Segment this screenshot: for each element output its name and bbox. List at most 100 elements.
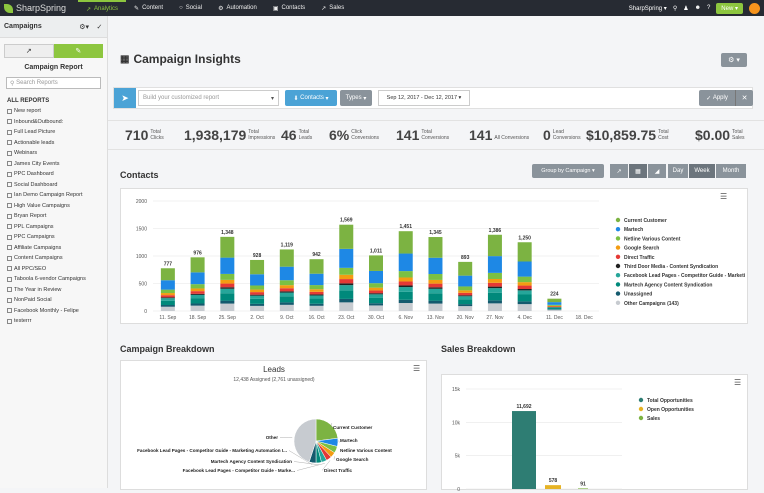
legend-entry[interactable]: Netline Various Content — [624, 236, 681, 242]
bar-segment[interactable] — [399, 254, 413, 272]
report-item[interactable]: Taboola 6-vendor Campaigns — [0, 274, 107, 285]
bar-segment[interactable] — [280, 267, 294, 281]
bar-segment[interactable] — [250, 285, 264, 289]
bar-segment[interactable] — [458, 262, 472, 276]
report-item[interactable]: Full Lead Picture — [0, 127, 107, 138]
bar-segment[interactable] — [220, 301, 234, 304]
report-item[interactable]: Facebook Monthly - Felipe — [0, 306, 107, 317]
bar-segment[interactable] — [399, 287, 413, 292]
tab-edit[interactable]: ✎ — [54, 44, 104, 58]
bar-segment[interactable] — [250, 306, 264, 311]
bar-segment[interactable] — [369, 293, 383, 294]
bar-segment[interactable] — [369, 290, 383, 293]
bar-segment[interactable] — [280, 280, 294, 285]
bar-segment[interactable] — [161, 297, 175, 298]
bar-segment[interactable] — [488, 235, 502, 256]
bar-segment[interactable] — [220, 284, 234, 288]
bar-segment[interactable] — [280, 291, 294, 292]
bar-segment[interactable] — [191, 295, 205, 298]
bar-segment[interactable] — [310, 294, 324, 295]
bar-segment[interactable] — [458, 304, 472, 306]
bar-segment[interactable] — [191, 272, 205, 284]
nav-social[interactable]: ○Social — [171, 0, 210, 16]
bar-segment[interactable] — [250, 260, 264, 274]
nav-contacts[interactable]: ▣Contacts — [265, 0, 313, 16]
bar-segment[interactable] — [488, 279, 502, 283]
legend-entry[interactable]: Current Customer — [624, 218, 667, 224]
report-item[interactable]: Webinars — [0, 148, 107, 159]
menu-icon[interactable]: ☰ — [720, 192, 727, 201]
logo[interactable]: SharpSpring — [0, 0, 78, 16]
bar-segment[interactable] — [458, 299, 472, 304]
bar-segment[interactable] — [369, 271, 383, 283]
bar-segment[interactable] — [399, 285, 413, 287]
period-day[interactable]: Day — [668, 164, 688, 178]
bar-segment[interactable] — [220, 280, 234, 284]
bar-segment[interactable] — [339, 283, 353, 285]
bar-segment[interactable] — [488, 273, 502, 279]
bar-segment[interactable] — [458, 290, 472, 292]
legend-entry[interactable]: Martech Agency Content Syndication — [624, 282, 712, 288]
report-item[interactable]: PPC Campaigns — [0, 232, 107, 243]
bar-segment[interactable] — [369, 305, 383, 311]
bar-segment[interactable] — [547, 299, 561, 302]
bar-segment[interactable] — [161, 290, 175, 293]
bar-segment[interactable] — [399, 277, 413, 281]
account-menu[interactable]: SharpSpring ▾ — [629, 5, 667, 12]
legend-entry[interactable]: Facebook Lead Pages - Competitor Guide -… — [624, 273, 746, 279]
bar-segment[interactable] — [220, 304, 234, 311]
report-item[interactable]: NonPaid Social — [0, 295, 107, 306]
legend-entry[interactable]: Sales — [647, 416, 660, 422]
bar-segment[interactable] — [547, 305, 561, 306]
report-builder-input[interactable]: Build your customized report▾ — [138, 90, 279, 106]
bar-segment[interactable] — [191, 284, 205, 288]
bar-segment[interactable] — [339, 302, 353, 311]
bar-segment[interactable] — [191, 288, 205, 291]
menu-icon[interactable]: ☰ — [413, 364, 420, 373]
bar-segment[interactable] — [191, 291, 205, 294]
bar-segment[interactable] — [428, 258, 442, 274]
report-item[interactable]: New report — [0, 106, 107, 117]
bar-segment[interactable] — [161, 307, 175, 311]
period-week[interactable]: Week — [689, 164, 715, 178]
sales-bar[interactable] — [545, 485, 561, 489]
bar-segment[interactable] — [488, 300, 502, 303]
nav-sales[interactable]: ↗Sales — [313, 0, 352, 16]
bar-segment[interactable] — [250, 274, 264, 285]
bar-segment[interactable] — [399, 303, 413, 311]
bar-segment[interactable] — [488, 288, 502, 293]
bar-segment[interactable] — [547, 306, 561, 307]
user-icon[interactable]: ☻ — [695, 5, 701, 11]
bar-segment[interactable] — [339, 285, 353, 290]
bar-segment[interactable] — [369, 288, 383, 291]
bar-segment[interactable] — [369, 255, 383, 271]
bar-segment[interactable] — [399, 281, 413, 285]
bar-segment[interactable] — [428, 301, 442, 304]
legend-entry[interactable]: Open Opportunities — [647, 407, 694, 413]
bar-segment[interactable] — [310, 306, 324, 311]
bar-segment[interactable] — [339, 275, 353, 279]
bar-segment[interactable] — [280, 288, 294, 291]
bar-segment[interactable] — [458, 276, 472, 287]
group-by-dropdown[interactable]: Group by Campaign ▾ — [532, 164, 604, 178]
period-month[interactable]: Month — [716, 164, 746, 178]
bar-segment[interactable] — [428, 287, 442, 288]
report-item[interactable]: High Value Campaigns — [0, 201, 107, 212]
nav-analytics[interactable]: ↗Analytics — [78, 0, 126, 16]
bar-segment[interactable] — [428, 284, 442, 288]
bar-segment[interactable] — [339, 299, 353, 302]
tab-chart[interactable]: ↗ — [4, 44, 54, 58]
bar-segment[interactable] — [220, 237, 234, 258]
report-item[interactable]: PPL Campaigns — [0, 222, 107, 233]
bar-segment[interactable] — [310, 274, 324, 285]
report-item[interactable]: Content Campaigns — [0, 253, 107, 264]
bar-segment[interactable] — [220, 293, 234, 300]
bar-segment[interactable] — [191, 303, 205, 305]
settings-button[interactable]: ⚙ ▾ — [721, 53, 747, 67]
bar-segment[interactable] — [191, 298, 205, 303]
bar-segment[interactable] — [280, 285, 294, 288]
bar-segment[interactable] — [250, 299, 264, 304]
area-chart-toggle[interactable]: ◢ — [648, 164, 666, 178]
bar-segment[interactable] — [458, 295, 472, 296]
bar-segment[interactable] — [339, 268, 353, 275]
